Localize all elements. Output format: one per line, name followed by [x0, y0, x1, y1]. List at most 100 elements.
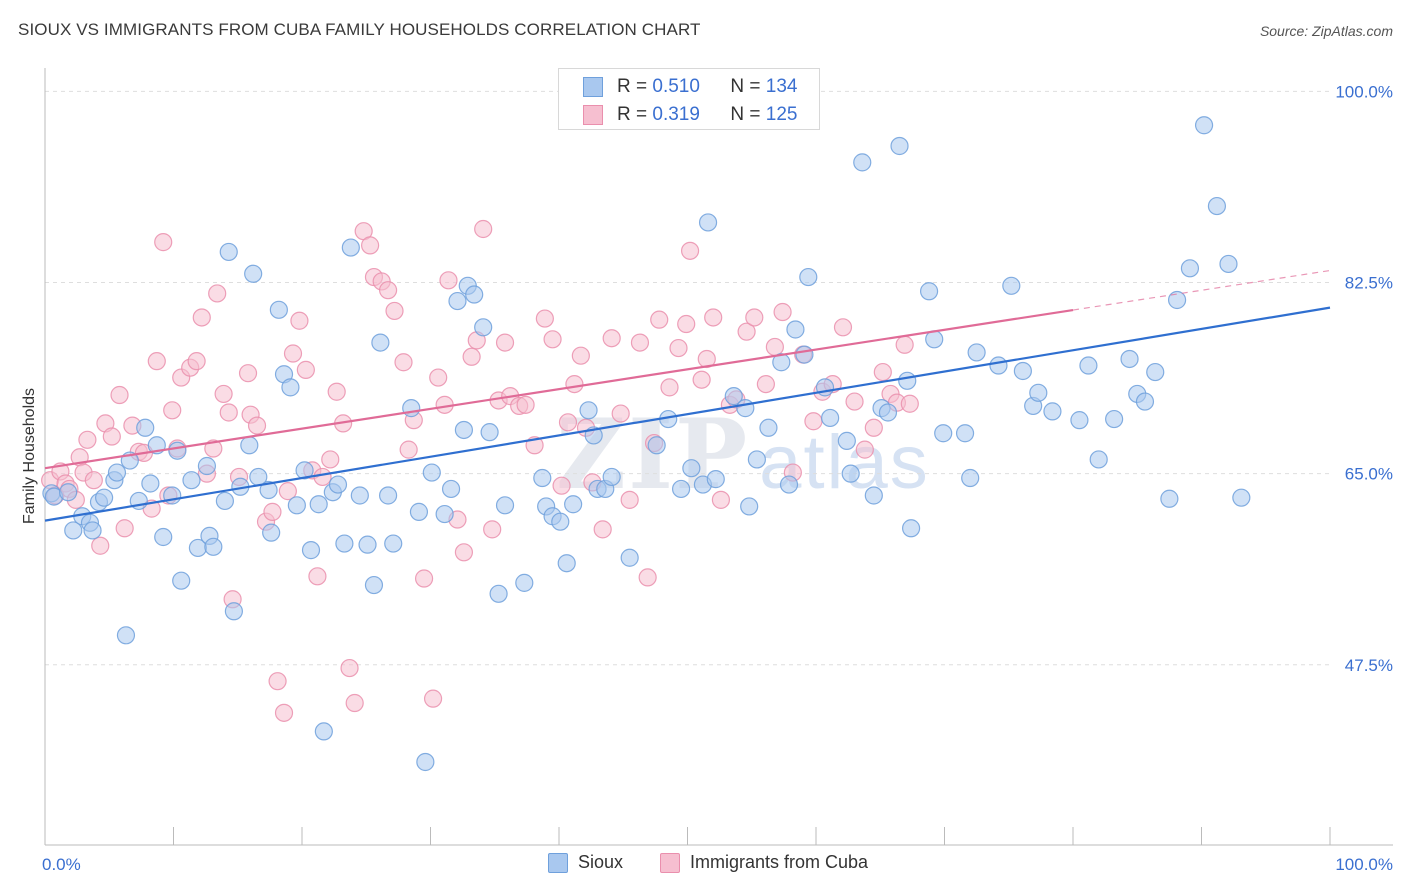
sioux-point: [335, 534, 354, 553]
sioux-point: [1120, 349, 1139, 369]
sioux-point: [409, 502, 429, 521]
cuba-point: [650, 310, 669, 329]
sioux-point: [1029, 383, 1048, 402]
x-tick-label-max: 100.0%: [1335, 855, 1393, 874]
cuba-point: [429, 368, 448, 387]
sioux-point: [224, 602, 243, 621]
cuba-point: [340, 658, 359, 678]
cuba-point: [321, 450, 340, 469]
stats-legend: R = 0.510 N = 134 R = 0.319 N = 125: [558, 68, 820, 130]
cuba-point: [439, 271, 458, 290]
cuba-point: [864, 418, 883, 437]
cuba-point: [378, 281, 398, 300]
cuba-point: [516, 395, 535, 414]
sioux-point: [168, 441, 187, 460]
cuba-point: [900, 394, 919, 413]
cuba-point: [756, 374, 775, 394]
sioux-point: [890, 136, 909, 156]
sioux-point: [59, 483, 78, 502]
sioux-point: [1180, 259, 1200, 278]
cuba-point: [895, 335, 914, 354]
legend-item-cuba: Immigrants from Cuba: [660, 852, 868, 873]
sioux-point: [934, 424, 953, 443]
cuba-point: [163, 401, 182, 420]
cuba-legend-swatch: [660, 852, 680, 873]
sioux-point: [371, 333, 390, 352]
sioux-point: [1232, 488, 1251, 507]
x-tick-label-min: 0.0%: [42, 855, 81, 874]
sioux-point: [579, 401, 598, 420]
sioux-point: [244, 264, 263, 283]
cuba-point: [84, 471, 103, 490]
cuba-point: [454, 543, 474, 562]
sioux-point: [358, 535, 377, 554]
cuba-point: [630, 333, 650, 352]
cuba-point: [78, 430, 97, 449]
cuba-point: [593, 520, 612, 539]
cuba-point: [327, 382, 346, 401]
sioux-point: [454, 420, 474, 440]
cuba-point: [110, 385, 129, 405]
cuba-point: [147, 352, 166, 371]
sioux-point: [837, 431, 856, 450]
cuba-point: [462, 347, 481, 366]
sioux-point: [698, 213, 718, 232]
sioux-point: [557, 554, 576, 573]
series-legend: Sioux Immigrants from Cuba: [0, 852, 1406, 878]
sioux-point: [341, 238, 360, 257]
sioux-point: [240, 436, 259, 455]
sioux-point: [1207, 196, 1227, 216]
sioux-point: [799, 267, 818, 287]
cuba-point: [833, 318, 853, 337]
sioux-point: [64, 521, 83, 540]
sioux-point: [350, 486, 369, 505]
cuba-point: [204, 439, 223, 458]
y-tick-label: 65.0%: [1345, 465, 1393, 484]
sioux-point: [759, 418, 778, 437]
r-value-sioux: 0.510: [652, 76, 700, 97]
sioux-point: [1167, 290, 1187, 310]
n-value-sioux: 134: [765, 76, 798, 97]
sioux-point: [309, 495, 328, 514]
cuba-point: [765, 337, 784, 357]
cuba-point: [483, 520, 502, 539]
cuba-point: [313, 467, 332, 487]
sioux-legend-swatch: [548, 852, 568, 873]
cuba-point: [669, 338, 688, 358]
cuba-point: [308, 567, 327, 586]
cuba-point: [692, 370, 711, 389]
sioux-point: [269, 300, 288, 319]
sioux-point: [821, 408, 840, 428]
sioux-point: [154, 527, 173, 547]
cuba-point: [187, 352, 206, 371]
sioux-point: [1105, 409, 1124, 429]
cuba-point: [154, 233, 173, 252]
y-tick-label: 82.5%: [1345, 274, 1393, 293]
cuba-point: [394, 353, 413, 372]
sioux-point: [328, 475, 348, 494]
cuba-point: [660, 378, 679, 397]
sioux-point: [706, 470, 725, 489]
sioux-point: [620, 548, 639, 567]
sioux-point: [197, 456, 217, 476]
cuba-point: [711, 490, 731, 509]
cuba-point: [855, 440, 874, 459]
sioux-point: [1194, 116, 1214, 135]
cuba-point: [278, 482, 297, 501]
sioux-point: [515, 573, 534, 592]
sioux-point: [736, 399, 755, 418]
sioux-point: [402, 399, 421, 418]
cuba-point: [804, 412, 823, 431]
r-label: R =: [617, 76, 648, 97]
cuba-point: [737, 322, 756, 341]
cuba-trend-line-extension: [1072, 269, 1331, 311]
sioux-point: [1043, 402, 1062, 421]
sioux-point: [259, 480, 278, 500]
cuba-point: [745, 308, 764, 327]
legend-item-sioux: Sioux: [548, 852, 623, 873]
r-label: R =: [617, 104, 648, 125]
source-credit: Source: ZipAtlas.com: [1259, 23, 1393, 39]
sioux-point: [551, 512, 570, 531]
cuba-point: [495, 333, 515, 352]
